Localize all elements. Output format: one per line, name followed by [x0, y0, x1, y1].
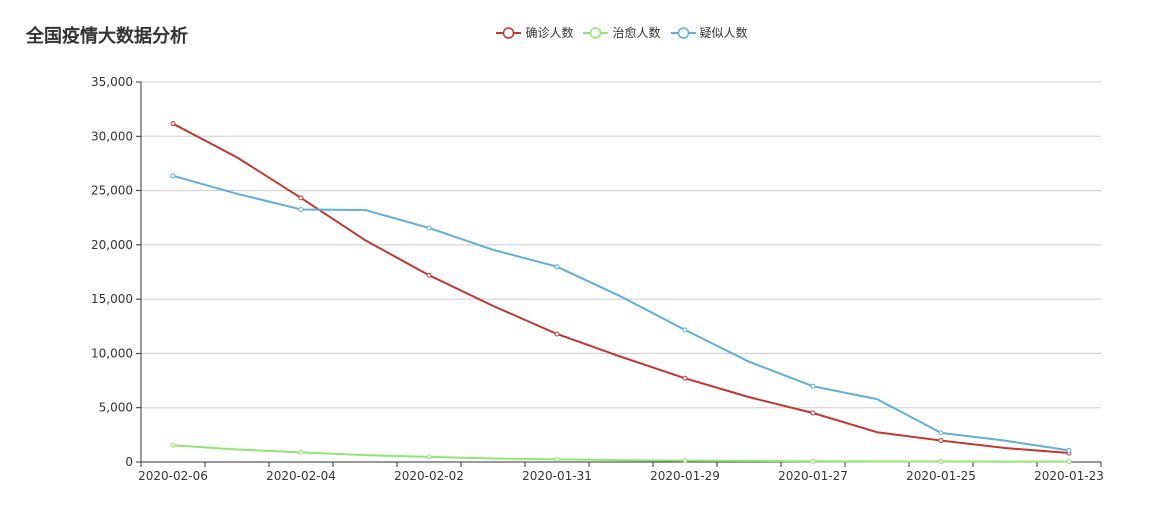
- data-point-series-2: [426, 225, 432, 231]
- data-point-series-2: [298, 206, 304, 212]
- x-tick-label: 2020-02-02: [394, 469, 464, 483]
- y-tick-label: 30,000: [91, 129, 133, 143]
- x-tick-label: 2020-02-04: [266, 469, 336, 483]
- data-point-series-0: [170, 121, 176, 127]
- series-line-0: [172, 122, 1070, 454]
- data-point-series-2: [170, 173, 176, 179]
- y-tick-label: 25,000: [91, 184, 133, 198]
- data-point-series-1: [1066, 459, 1072, 465]
- series-line-1: [172, 444, 1070, 463]
- data-point-series-0: [298, 195, 304, 201]
- legend-confirmed-icon: [496, 26, 522, 39]
- y-tick-label: 20,000: [91, 238, 133, 252]
- y-tick-label: 5,000: [99, 401, 133, 415]
- y-tick-label: 35,000: [91, 75, 133, 89]
- legend-item-confirmed[interactable]: 确诊人数: [496, 24, 573, 41]
- x-tick-label: 2020-01-25: [906, 469, 976, 483]
- data-point-series-1: [426, 454, 432, 460]
- data-point-series-2: [810, 383, 816, 389]
- legend: 确诊人数 治愈人数 疑似人数: [0, 24, 1176, 41]
- data-point-series-0: [682, 375, 688, 381]
- chart-title: 全国疫情大数据分析: [26, 26, 188, 47]
- y-tick-label: 10,000: [91, 346, 133, 360]
- legend-item-cured[interactable]: 治愈人数: [583, 24, 661, 41]
- data-point-series-2: [682, 327, 688, 333]
- data-point-series-1: [810, 458, 816, 464]
- legend-cured-icon: [583, 26, 609, 39]
- data-point-series-0: [810, 410, 816, 416]
- series-line-2: [172, 174, 1070, 452]
- data-point-series-0: [938, 438, 944, 444]
- y-tick-label: 15,000: [91, 292, 133, 306]
- data-point-series-1: [170, 442, 176, 448]
- data-point-series-1: [554, 456, 560, 462]
- y-tick-label: 0: [125, 455, 133, 469]
- x-tick-label: 2020-01-23: [1034, 469, 1104, 483]
- legend-label-cured: 治愈人数: [612, 26, 661, 40]
- data-point-series-2: [554, 264, 560, 270]
- data-point-series-2: [938, 430, 944, 436]
- data-point-series-1: [298, 449, 304, 455]
- data-point-series-1: [682, 458, 688, 464]
- data-point-series-0: [554, 331, 560, 337]
- data-point-series-2: [1066, 447, 1072, 453]
- legend-label-suspected: 疑似人数: [699, 26, 748, 40]
- x-tick-label: 2020-01-27: [778, 469, 848, 483]
- legend-item-suspected[interactable]: 疑似人数: [670, 24, 748, 41]
- data-point-series-1: [938, 458, 944, 464]
- x-tick-label: 2020-01-31: [522, 469, 592, 483]
- x-tick-label: 2020-01-29: [650, 469, 720, 483]
- legend-suspected-icon: [670, 26, 696, 39]
- legend-label-confirmed: 确诊人数: [525, 26, 574, 40]
- data-point-series-0: [426, 272, 432, 278]
- x-tick-label: 2020-02-06: [138, 469, 208, 483]
